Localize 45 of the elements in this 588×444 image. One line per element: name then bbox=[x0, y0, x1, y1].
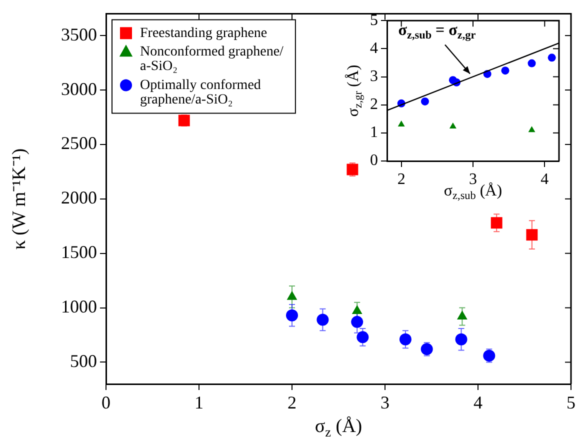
y-tick-label: 3500 bbox=[61, 24, 97, 44]
y-tick-label: 0 bbox=[370, 152, 378, 170]
point bbox=[286, 309, 298, 322]
x-tick-label: 4 bbox=[474, 392, 482, 413]
y-tick-label: 1500 bbox=[61, 242, 97, 262]
point bbox=[449, 122, 456, 128]
x-tick-label: 0 bbox=[102, 392, 110, 413]
point bbox=[351, 316, 364, 328]
point bbox=[398, 120, 405, 126]
point bbox=[528, 126, 536, 132]
point bbox=[356, 331, 369, 344]
point bbox=[483, 350, 496, 362]
point bbox=[455, 333, 468, 346]
point bbox=[420, 343, 433, 356]
point bbox=[490, 217, 502, 229]
point bbox=[528, 59, 536, 68]
point bbox=[178, 114, 190, 126]
y-axis-title: κ (W m⁻¹K⁻¹) bbox=[8, 148, 30, 250]
y-tick-label: 2500 bbox=[61, 133, 97, 154]
point bbox=[420, 97, 429, 106]
y-tick-label: 2000 bbox=[61, 188, 97, 208]
point bbox=[526, 229, 538, 241]
x-tick-label: 2 bbox=[288, 392, 296, 413]
y-tick-label: 5 bbox=[370, 12, 378, 29]
x-tick-label: 4 bbox=[540, 170, 549, 188]
point bbox=[548, 54, 556, 62]
y-tick-label: 3 bbox=[370, 68, 378, 85]
point bbox=[501, 66, 510, 75]
point bbox=[346, 164, 358, 176]
legend-label: Freestanding graphene bbox=[140, 26, 268, 41]
x-tick-label: 2 bbox=[397, 170, 406, 188]
point bbox=[399, 333, 412, 346]
point bbox=[352, 305, 362, 314]
legend-label: Optimally conformed graphene/a-SiO₂ bbox=[140, 78, 264, 108]
x-tick-label: 1 bbox=[194, 392, 204, 413]
point bbox=[316, 314, 329, 326]
y-tick-label: 3000 bbox=[61, 78, 97, 99]
y-tick-label: 1 bbox=[370, 124, 378, 142]
y-tick-label: 4 bbox=[370, 40, 378, 57]
y-tick-label: 500 bbox=[70, 350, 97, 371]
y-tick-label: 2 bbox=[370, 96, 378, 114]
x-tick-label: 5 bbox=[566, 392, 576, 413]
y-tick-label: 1000 bbox=[61, 296, 97, 317]
legend-label: Nonconformed graphene/a-SiO₂ bbox=[140, 44, 284, 74]
y-axis-title: σz,gr (Å) bbox=[344, 64, 365, 117]
